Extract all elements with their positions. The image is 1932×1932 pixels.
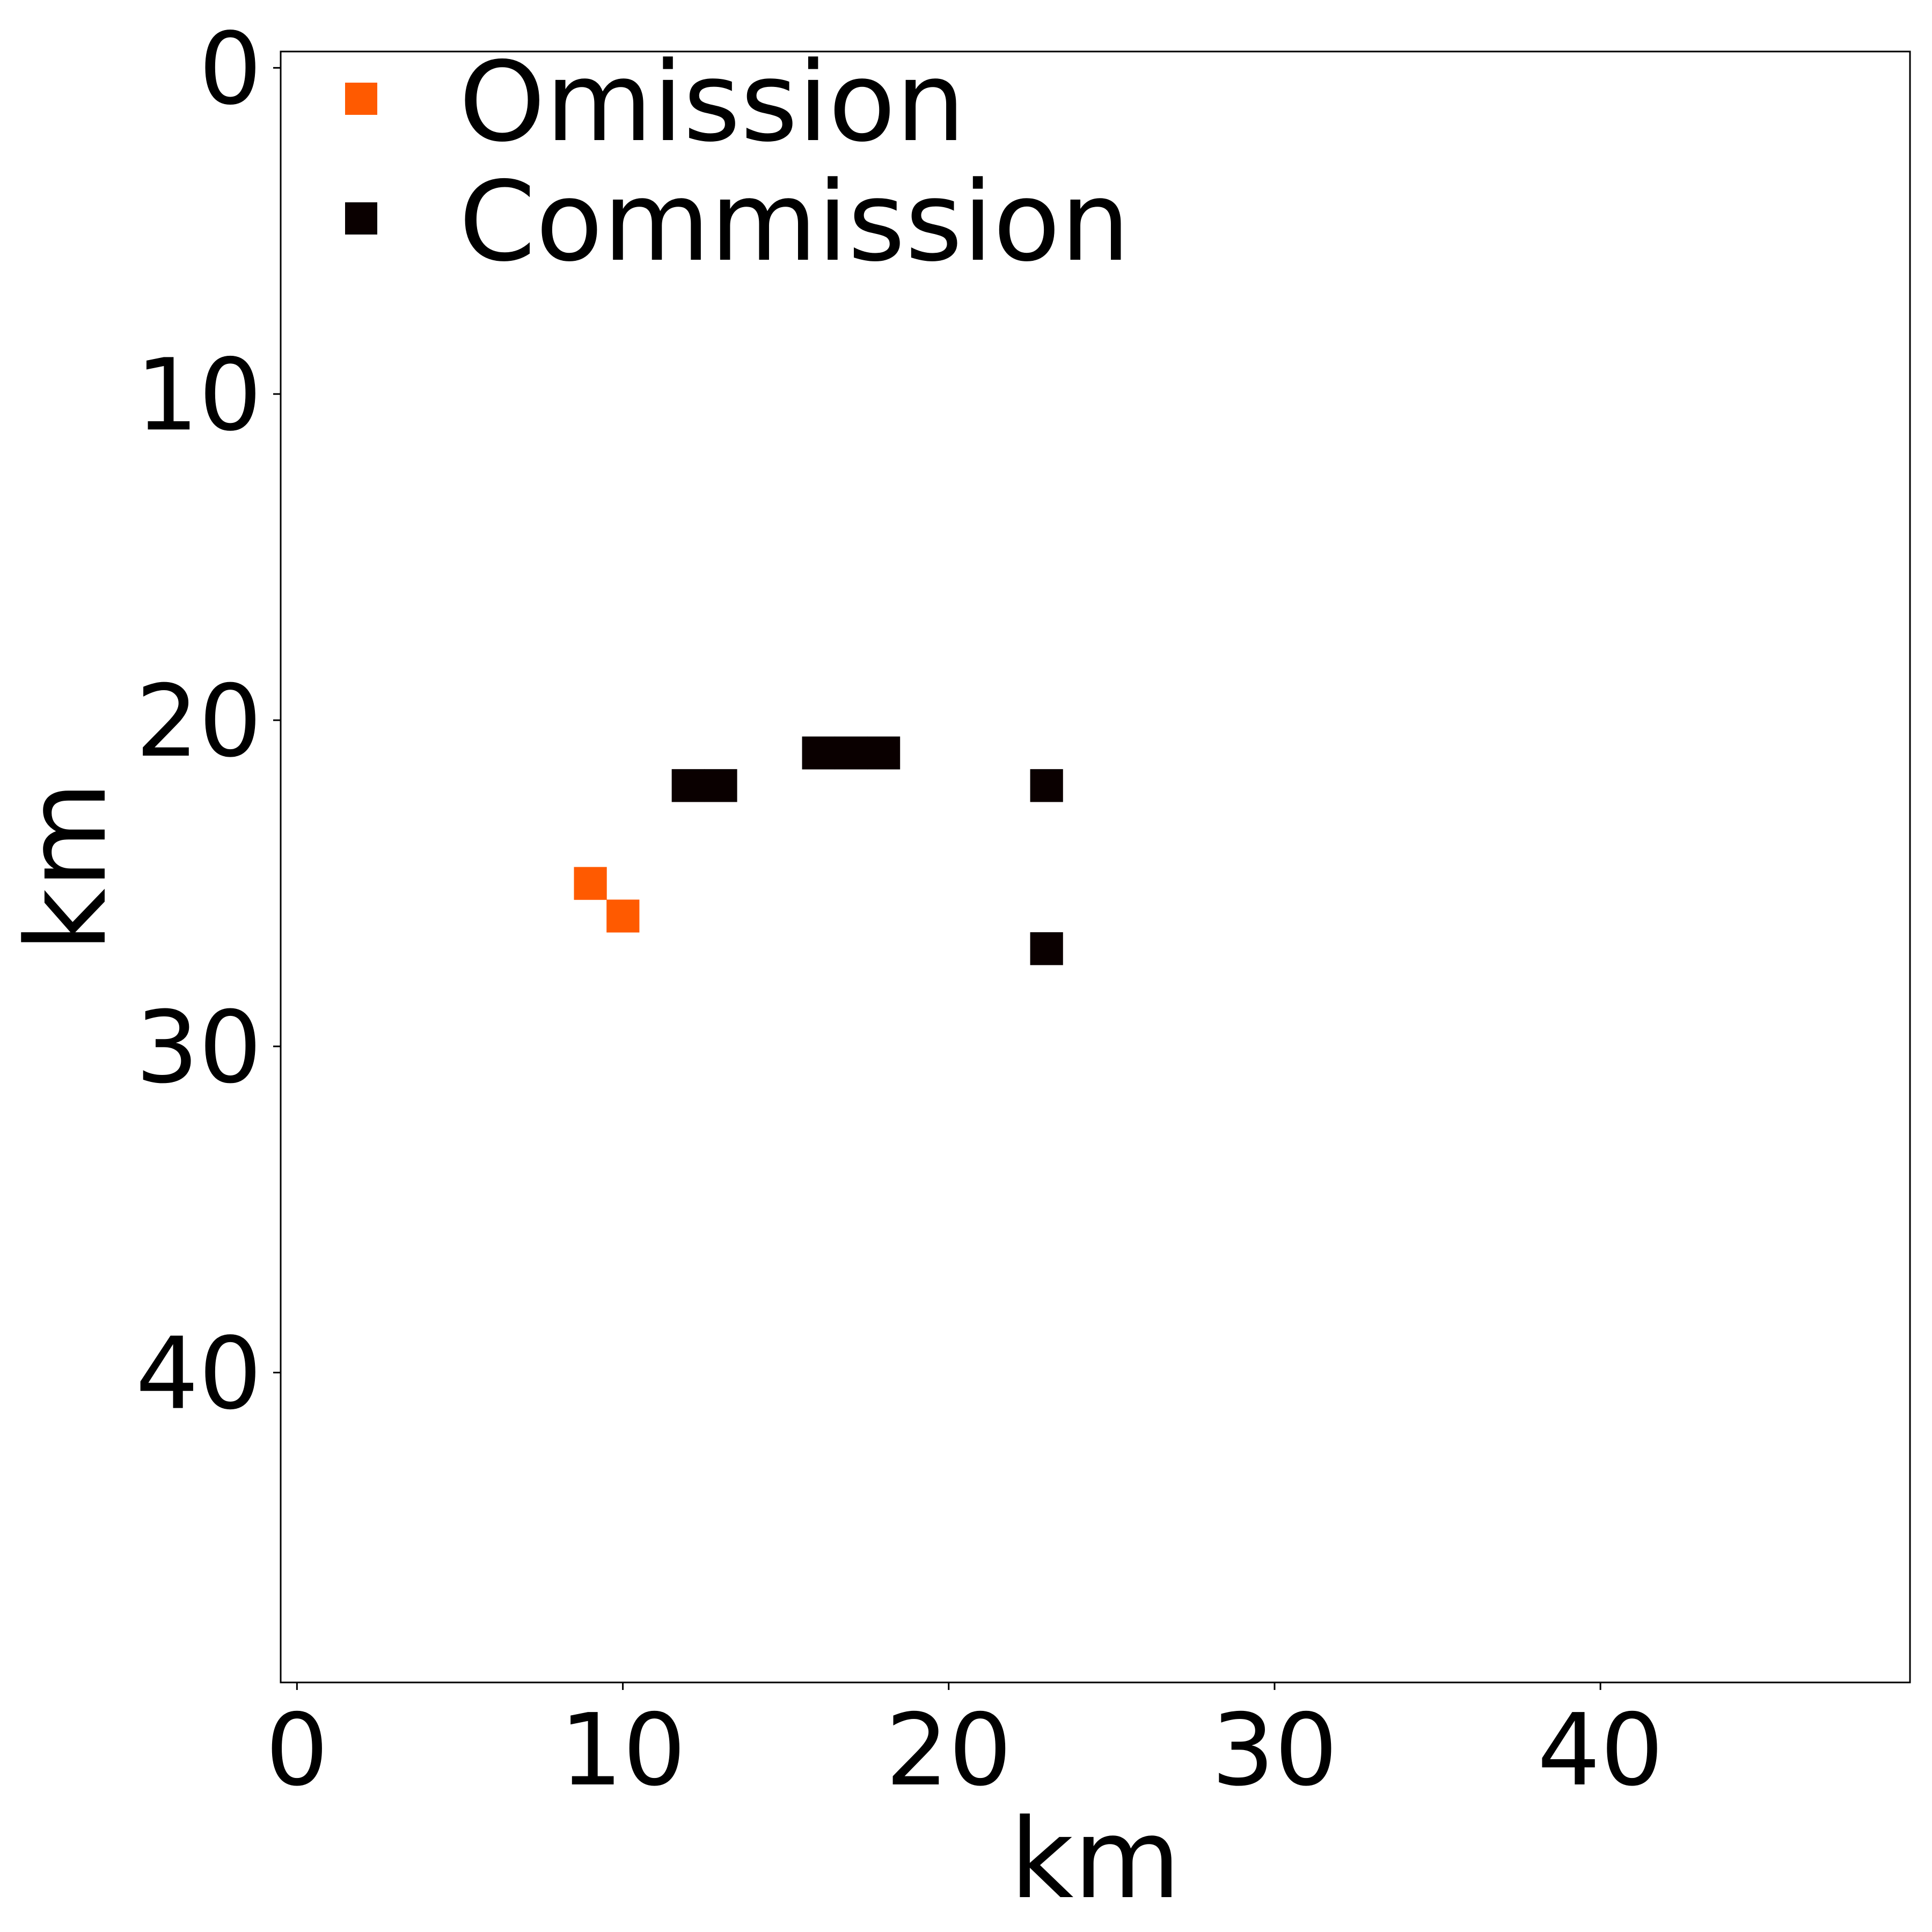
legend-marker [345, 202, 377, 235]
y-tick-label: 0 [199, 11, 262, 127]
legend-label: Commission [459, 158, 1130, 286]
y-tick-label: 20 [136, 663, 262, 779]
x-tick-label: 0 [266, 1692, 329, 1808]
x-tick-label: 10 [560, 1692, 686, 1808]
plot-frame [280, 50, 1911, 1684]
commission-cell [835, 736, 868, 770]
omission-cell [606, 899, 640, 933]
y-tick-label: 10 [136, 337, 262, 453]
x-tick-label: 20 [885, 1692, 1012, 1808]
x-axis-title: km [1010, 1796, 1181, 1923]
y-axis-title: km [3, 781, 131, 952]
legend-marker [345, 83, 377, 115]
commission-cell [704, 769, 737, 802]
commission-cell [1030, 769, 1063, 802]
x-tick-label: 30 [1211, 1692, 1337, 1808]
y-tick-label: 30 [136, 990, 262, 1106]
legend-label: Omission [459, 39, 965, 166]
ticks-layer: 0 10 20 30 40 0 10 20 30 40 [136, 11, 1664, 1808]
commission-cell [802, 736, 835, 770]
cells-layer [574, 736, 1063, 965]
omission-cell [574, 867, 607, 900]
plot-background [281, 52, 1910, 1682]
commission-cell [671, 769, 705, 802]
y-tick-label: 40 [136, 1316, 262, 1432]
commission-cell [867, 736, 901, 770]
x-tick-label: 40 [1537, 1692, 1663, 1808]
commission-cell [1030, 932, 1063, 965]
